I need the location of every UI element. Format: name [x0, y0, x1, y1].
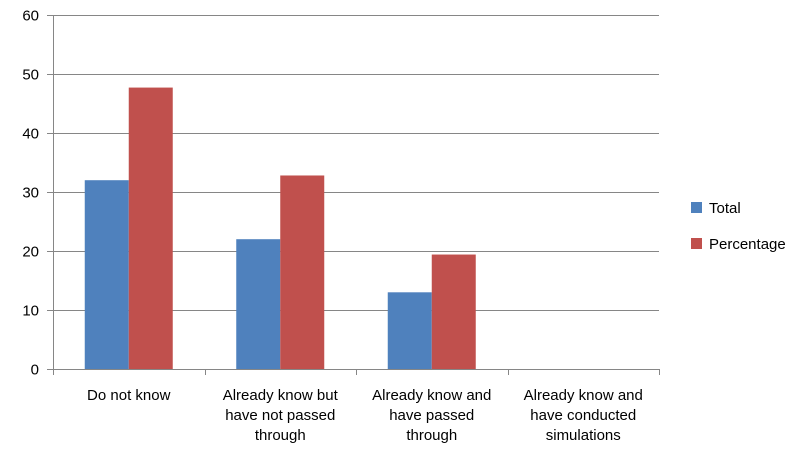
bar-percentage: [280, 175, 325, 369]
y-tick-label: 60: [22, 8, 39, 25]
bar-total: [387, 292, 432, 369]
x-category-label: Already know but: [223, 387, 339, 404]
x-category-label: Do not know: [87, 387, 171, 404]
y-tick-label: 10: [22, 303, 39, 320]
bar-percentage: [128, 87, 173, 369]
legend-swatch-total: [691, 202, 702, 213]
axes: [47, 15, 660, 375]
y-tick-label: 20: [22, 244, 39, 261]
bar-total: [236, 239, 281, 369]
bar-percentage: [431, 254, 476, 369]
x-category-label: have conducted: [530, 407, 636, 424]
legend: Total Percentage: [691, 200, 786, 253]
x-category-label: Already know and: [372, 387, 491, 404]
x-category-label: Already know and: [524, 387, 643, 404]
y-tick-label: 30: [22, 185, 39, 202]
x-category-label: through: [406, 427, 457, 444]
x-category-label: through: [255, 427, 306, 444]
y-tick-label: 50: [22, 67, 39, 84]
y-tick-label: 40: [22, 126, 39, 143]
y-axis-tick-labels: 0 10 20 30 40 50 60: [22, 8, 39, 379]
legend-label-percentage: Percentage: [709, 236, 786, 253]
bar-total: [84, 180, 129, 369]
legend-swatch-percentage: [691, 238, 702, 249]
bars: [84, 87, 476, 369]
x-category-label: have not passed: [225, 407, 335, 424]
x-axis-category-labels: Do not know Already know but have not pass…: [87, 387, 643, 444]
x-category-label: have passed: [389, 407, 474, 424]
y-tick-label: 0: [31, 362, 39, 379]
x-category-label: simulations: [546, 427, 621, 444]
legend-label-total: Total: [709, 200, 741, 217]
